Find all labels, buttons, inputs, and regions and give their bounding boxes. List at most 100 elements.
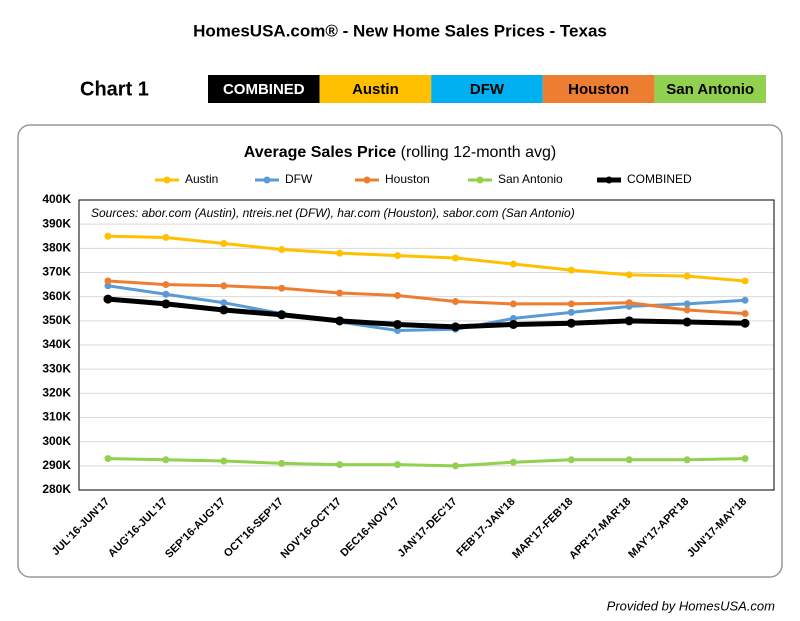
data-point bbox=[161, 299, 171, 309]
data-point bbox=[278, 246, 286, 254]
y-tick-label: 280K bbox=[42, 482, 71, 496]
plot-border bbox=[78, 199, 775, 491]
data-point bbox=[566, 318, 576, 328]
series-line bbox=[107, 284, 746, 332]
data-point bbox=[394, 327, 402, 334]
data-point bbox=[393, 319, 403, 329]
data-point bbox=[162, 233, 170, 241]
series-line bbox=[107, 296, 746, 330]
data-point bbox=[509, 300, 517, 308]
data-point bbox=[683, 456, 691, 464]
data-point bbox=[509, 314, 517, 322]
tab-label: Austin bbox=[352, 81, 399, 98]
y-tick-label: 350K bbox=[42, 313, 71, 327]
data-point bbox=[741, 277, 749, 285]
data-point bbox=[682, 317, 692, 327]
series-line bbox=[107, 457, 746, 468]
data-point bbox=[220, 457, 228, 465]
data-point bbox=[394, 252, 402, 260]
data-point bbox=[741, 455, 749, 463]
data-point bbox=[567, 300, 575, 308]
y-tick-label: 380K bbox=[42, 241, 71, 255]
y-tick-label: 290K bbox=[42, 458, 71, 472]
data-point bbox=[394, 461, 402, 469]
legend-marker-dot bbox=[363, 176, 371, 184]
data-point bbox=[567, 456, 575, 464]
data-point bbox=[278, 284, 286, 292]
data-point bbox=[336, 289, 344, 297]
data-point bbox=[740, 318, 750, 328]
data-point bbox=[625, 456, 633, 464]
legend-marker-dot bbox=[476, 176, 484, 184]
legend: Austin DFW Houston San Antonio COMBINED bbox=[155, 172, 692, 186]
data-point bbox=[508, 319, 518, 329]
tab bbox=[319, 75, 432, 103]
y-tick-label: 400K bbox=[42, 192, 71, 206]
tab-label: Houston bbox=[568, 81, 629, 98]
y-tick-label: 320K bbox=[42, 386, 71, 400]
annotation: Sources: abor.com (Austin), ntreis.net (… bbox=[91, 206, 575, 220]
data-point bbox=[509, 458, 517, 466]
data-point bbox=[624, 316, 634, 326]
legend-label: DFW bbox=[285, 172, 313, 186]
legend-label: COMBINED bbox=[627, 172, 692, 186]
tab bbox=[542, 75, 655, 103]
data-point bbox=[277, 310, 287, 320]
legend-marker-dot bbox=[163, 176, 171, 184]
data-point bbox=[335, 316, 345, 326]
data-point bbox=[104, 282, 112, 290]
data-point bbox=[394, 291, 402, 299]
series-line bbox=[107, 234, 746, 283]
data-point bbox=[219, 305, 229, 315]
data-point bbox=[450, 322, 460, 332]
data-point bbox=[683, 272, 691, 280]
data-point bbox=[162, 290, 170, 298]
data-point bbox=[683, 300, 691, 308]
data-point bbox=[220, 299, 228, 307]
y-tick-label: 390K bbox=[42, 216, 71, 230]
data-point bbox=[104, 277, 112, 285]
data-point bbox=[451, 298, 459, 305]
tab-bar: COMBINED Austin DFW Houston San Antonio bbox=[208, 75, 766, 103]
data-point bbox=[625, 271, 633, 279]
data-point bbox=[451, 462, 459, 470]
data-point bbox=[567, 308, 575, 316]
legend-label: San Antonio bbox=[498, 172, 563, 186]
chart-frame bbox=[17, 124, 783, 578]
chart-title: Average Sales Price (rolling 12-month av… bbox=[244, 144, 556, 161]
footer: Provided by HomesUSA.com bbox=[607, 598, 776, 613]
y-tick-label: 370K bbox=[42, 265, 71, 279]
chart-subtitle: (rolling 12-month avg) bbox=[401, 144, 557, 161]
tab bbox=[431, 75, 543, 103]
data-point bbox=[509, 260, 517, 268]
legend-marker-dot bbox=[263, 176, 271, 184]
data-point bbox=[104, 455, 112, 463]
data-point bbox=[336, 249, 344, 257]
chart-label: Chart 1 bbox=[80, 78, 149, 100]
data-point bbox=[451, 254, 459, 262]
data-point bbox=[162, 456, 170, 464]
data-point bbox=[162, 281, 170, 289]
data-point bbox=[278, 459, 286, 467]
legend-label: Houston bbox=[385, 172, 430, 186]
page-title: HomesUSA.com® - New Home Sales Prices - … bbox=[193, 21, 607, 40]
tab-label: COMBINED bbox=[223, 81, 305, 98]
chart-title-main: Average Sales Price bbox=[244, 144, 397, 161]
legend-marker-dot bbox=[605, 176, 613, 184]
y-tick-label: 360K bbox=[42, 289, 71, 303]
data-point bbox=[220, 282, 228, 290]
legend-label: Austin bbox=[185, 172, 218, 186]
data-point bbox=[104, 232, 112, 240]
data-point bbox=[741, 296, 749, 304]
tab bbox=[208, 75, 320, 103]
y-tick-label: 310K bbox=[42, 410, 71, 424]
y-tick-label: 340K bbox=[42, 337, 71, 351]
y-tick-label: 330K bbox=[42, 361, 71, 375]
data-point bbox=[625, 299, 633, 307]
data-point bbox=[220, 240, 228, 247]
tab-label: DFW bbox=[470, 81, 505, 98]
tab-label: San Antonio bbox=[666, 81, 754, 98]
y-tick-label: 300K bbox=[42, 434, 71, 448]
